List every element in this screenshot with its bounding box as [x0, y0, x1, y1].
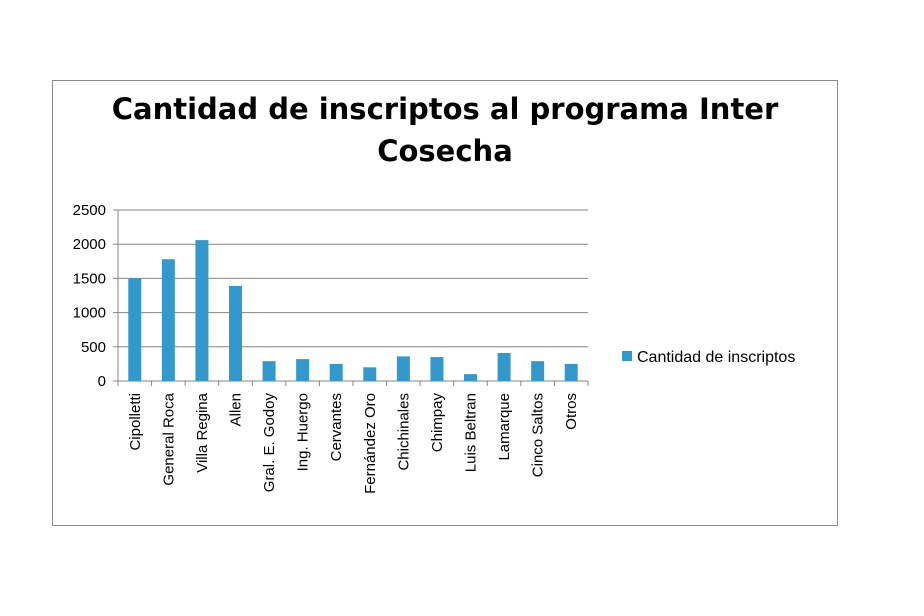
- bar: [161, 259, 175, 381]
- axes: [113, 209, 589, 386]
- bar: [396, 356, 410, 381]
- bar: [329, 363, 343, 381]
- x-category-label: Otros: [563, 393, 580, 430]
- bar: [464, 374, 477, 381]
- x-category-label: Chichinales: [395, 393, 412, 471]
- x-category-label: Luis Beltran: [463, 393, 480, 472]
- bar: [531, 361, 545, 381]
- bar: [296, 359, 310, 381]
- legend-swatch: [622, 351, 632, 361]
- bar: [229, 285, 242, 381]
- y-axis-tick-labels: 0 500 1000 1500 2000 2500: [73, 202, 106, 390]
- x-category-label: Lamarque: [496, 393, 513, 461]
- bar: [363, 367, 377, 381]
- bar: [195, 240, 209, 381]
- bar: [564, 363, 578, 381]
- x-category-label: Cinco Saltos: [530, 393, 547, 477]
- y-tick-label: 1000: [73, 305, 106, 322]
- bars: [128, 240, 578, 381]
- bar: [430, 357, 444, 381]
- chart-frame: [52, 80, 838, 526]
- x-category-label: Fernández Oro: [362, 393, 379, 494]
- bar: [128, 278, 142, 381]
- legend: Cantidad de inscriptos: [622, 349, 795, 366]
- gridlines: [118, 209, 588, 348]
- y-tick-label: 500: [81, 339, 106, 356]
- y-tick-label: 1500: [73, 270, 106, 287]
- y-tick-label: 2000: [73, 236, 106, 253]
- legend-label: Cantidad de inscriptos: [637, 349, 795, 366]
- x-category-label: Ing. Huergo: [295, 393, 312, 471]
- x-category-label: Chimpay: [429, 393, 446, 453]
- x-category-label: Gral. E. Godoy: [261, 393, 278, 493]
- bar: [262, 361, 276, 381]
- y-tick-label: 2500: [73, 202, 106, 219]
- x-category-label: General Roca: [160, 392, 177, 485]
- y-tick-label: 0: [98, 373, 106, 390]
- x-category-label: Cervantes: [328, 393, 345, 461]
- x-axis-category-labels: Cipolletti General Roca Villa Regina Allen G…: [127, 392, 580, 494]
- x-category-label: Cipolletti: [127, 393, 144, 451]
- x-category-label: Allen: [228, 393, 245, 426]
- chart-title: Cantidad de inscriptos al programa Inter…: [111, 92, 779, 168]
- bar: [497, 352, 511, 381]
- x-category-label: Villa Regina: [194, 392, 211, 472]
